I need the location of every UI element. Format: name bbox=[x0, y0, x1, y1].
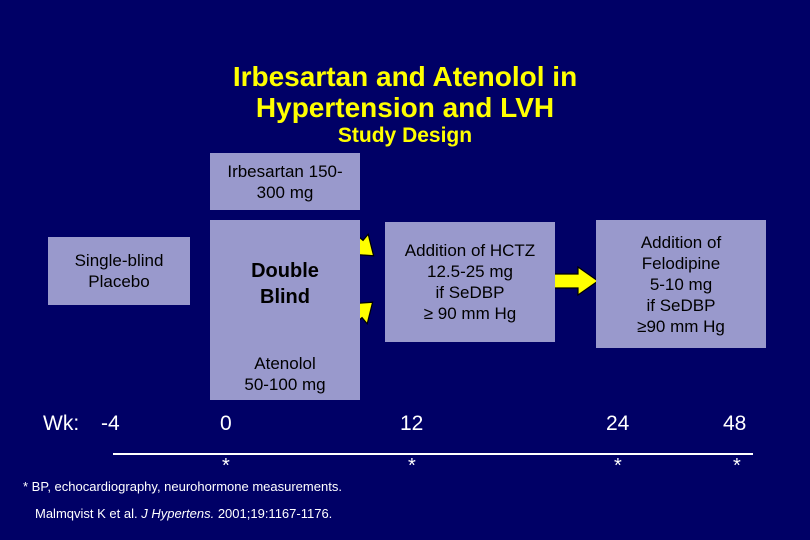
citation-details: 2001;19:1167-1176. bbox=[217, 506, 333, 521]
atenolol-box: Atenolol 50-100 mg bbox=[210, 348, 360, 400]
week-0: 0 bbox=[220, 412, 232, 435]
timeline-axis bbox=[113, 453, 753, 455]
marker-week-12: * bbox=[408, 455, 416, 477]
double-blind-box: Double Blind bbox=[210, 220, 360, 348]
irbesartan-box: Irbesartan 150- 300 mg bbox=[210, 153, 360, 210]
felodipine-box: Addition of Felodipine 5-10 mg if SeDBP … bbox=[596, 220, 766, 348]
week-minus-4: -4 bbox=[101, 412, 120, 435]
title-line-1: Irbesartan and Atenolol in bbox=[232, 61, 578, 92]
week-label: Wk: bbox=[43, 412, 80, 435]
citation-journal: J Hypertens. bbox=[141, 506, 215, 521]
citation-authors: Malmqvist K et al. bbox=[35, 506, 138, 521]
week-48: 48 bbox=[723, 412, 747, 435]
hctz-box: Addition of HCTZ 12.5-25 mg if SeDBP ≥ 9… bbox=[385, 222, 555, 342]
title-line-2: Hypertension and LVH bbox=[255, 92, 555, 123]
week-24: 24 bbox=[606, 412, 630, 435]
subtitle: Study Design bbox=[337, 124, 473, 147]
week-12: 12 bbox=[400, 412, 424, 435]
placebo-box: Single-blind Placebo bbox=[48, 237, 190, 305]
arrow-hctz-to-felodipine bbox=[551, 265, 600, 297]
marker-week-24: * bbox=[614, 455, 622, 477]
marker-week-48: * bbox=[733, 455, 741, 477]
footnote: * BP, echocardiography, neurohormone mea… bbox=[23, 479, 342, 494]
marker-week-0: * bbox=[222, 455, 230, 477]
citation: Malmqvist K et al. J Hypertens. 2001;19:… bbox=[35, 506, 332, 521]
